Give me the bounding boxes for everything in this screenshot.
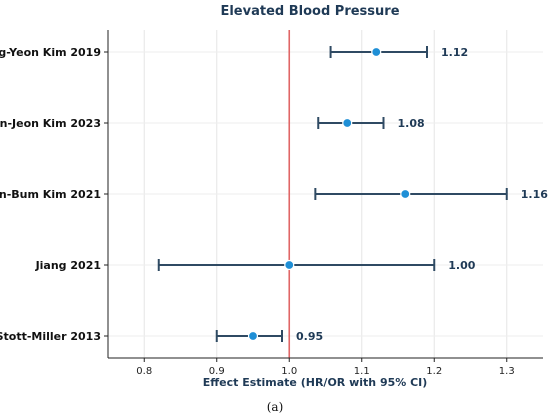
estimate-value-label: 1.12 — [441, 46, 468, 59]
x-tick-label: 1.3 — [499, 366, 515, 377]
x-axis-label: Effect Estimate (HR/OR with 95% CI) — [203, 376, 428, 389]
study-row: Sang-Yeon Kim 2019 1.12 — [0, 46, 468, 59]
point-estimate — [284, 259, 295, 271]
figure-caption: (a) — [267, 400, 284, 414]
chart-title: Elevated Blood Pressure — [220, 4, 399, 19]
study-row: Stott-Miller 2013 0.95 — [0, 330, 323, 343]
estimate-value-label: 1.08 — [398, 117, 425, 130]
x-axis-ticks: 0.8 0.9 1.0 1.1 1.2 1.3 — [136, 358, 515, 377]
point-estimate — [371, 46, 382, 58]
point-estimate — [247, 330, 259, 342]
study-row: Jiang 2021 1.00 — [35, 259, 476, 272]
x-tick-label: 1.2 — [426, 366, 442, 377]
estimate-value-label: 1.16 — [521, 188, 548, 201]
point-estimate — [342, 117, 353, 129]
x-tick-label: 0.8 — [136, 366, 152, 377]
point-estimate — [400, 188, 411, 200]
study-row: Geun-Jeon Kim 2023 1.08 — [0, 117, 425, 130]
study-label: Jiang 2021 — [35, 259, 101, 272]
estimate-value-label: 1.00 — [448, 259, 475, 272]
study-label: Hyun-Bum Kim 2021 — [0, 188, 101, 201]
study-row: Hyun-Bum Kim 2021 1.16 — [0, 188, 548, 201]
study-label: Sang-Yeon Kim 2019 — [0, 46, 101, 59]
study-rows: Sang-Yeon Kim 2019 1.12 Geun-Jeon Kim 2023… — [0, 46, 548, 343]
x-tick-label: 0.9 — [209, 366, 225, 377]
study-label: Geun-Jeon Kim 2023 — [0, 117, 101, 130]
estimate-value-label: 0.95 — [296, 330, 323, 343]
study-label: Stott-Miller 2013 — [0, 330, 101, 343]
x-tick-label: 1.1 — [354, 366, 370, 377]
x-tick-label: 1.0 — [281, 366, 297, 377]
